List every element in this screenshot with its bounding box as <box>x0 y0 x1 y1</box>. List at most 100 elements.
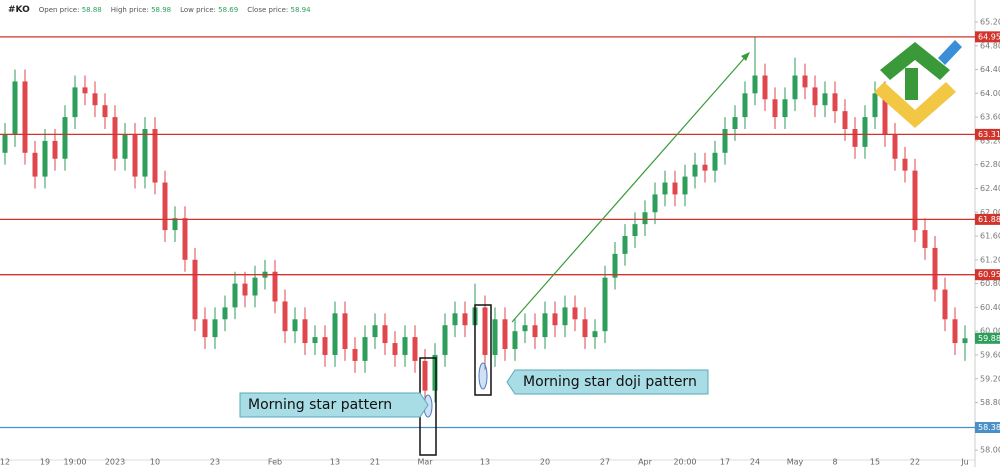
x-tick-label: 15 <box>870 458 880 467</box>
candle-body <box>912 170 918 231</box>
x-tick-label: 23 <box>210 458 220 467</box>
info-item: Close price: 58.94 <box>247 6 310 14</box>
candle-body <box>152 129 158 183</box>
candle-body <box>832 93 838 112</box>
candle-body <box>462 313 468 326</box>
pattern-frame <box>474 304 492 396</box>
x-tick-label: Mar <box>417 458 433 467</box>
y-tick-label: 62.80 <box>980 160 1000 169</box>
x-tick-label: 27 <box>600 458 610 467</box>
logo-green <box>905 68 918 100</box>
candle-body <box>92 93 98 106</box>
candle-body <box>222 307 228 320</box>
callout-box <box>239 392 429 418</box>
candle-body <box>402 337 408 355</box>
y-tick-label: 64.00 <box>980 89 1000 98</box>
candle-body <box>412 337 418 361</box>
candle-body <box>572 307 578 320</box>
x-tick-label: 8 <box>832 458 837 467</box>
candle-body <box>192 259 198 320</box>
y-tick-label: 59.60 <box>980 350 1000 359</box>
x-tick-label: 13 <box>330 458 340 467</box>
candle-body <box>442 325 448 355</box>
callout-text: Morning star pattern <box>248 397 392 413</box>
level-label: 61.88 <box>978 215 1000 224</box>
candle-body <box>612 253 618 278</box>
x-tick-label: 19 <box>40 458 50 467</box>
candle-body <box>962 338 968 344</box>
candle-body <box>212 319 218 338</box>
candle-body <box>712 152 718 171</box>
candle-body <box>202 319 208 338</box>
candle-body <box>952 319 958 344</box>
candle-body <box>922 230 928 248</box>
level-label: 63.31 <box>978 130 1000 139</box>
candle-body <box>882 93 888 135</box>
candle-body <box>842 111 848 130</box>
y-tick-label: 60.00 <box>980 327 1000 336</box>
info-label: High price: <box>110 6 149 14</box>
info-item: Open price: 58.88 <box>39 6 102 14</box>
logo-yellow <box>874 82 956 128</box>
y-tick-label: 62.00 <box>980 208 1000 217</box>
candle-body <box>82 87 88 94</box>
candle-body <box>452 313 458 326</box>
y-tick-label: 65.20 <box>980 17 1000 26</box>
candle-body <box>142 129 148 177</box>
candle-body <box>372 325 378 338</box>
y-tick-label: 59.20 <box>980 374 1000 383</box>
level-tag <box>975 128 1000 140</box>
x-tick-label: 2023 <box>105 458 125 467</box>
info-label: Low price: <box>180 6 216 14</box>
pattern-highlight <box>478 362 488 390</box>
candle-body <box>2 134 8 153</box>
candle-body <box>752 75 758 94</box>
candle-body <box>602 277 608 332</box>
candle-body <box>552 313 558 326</box>
candle-body <box>492 319 498 355</box>
level-tag <box>975 422 1000 434</box>
y-tick-label: 60.80 <box>980 279 1000 288</box>
candle-body <box>352 349 358 361</box>
logo-green <box>880 42 950 80</box>
x-tick-label: 13 <box>480 458 490 467</box>
candle-body <box>302 319 308 344</box>
level-tag <box>975 31 1000 43</box>
candle-body <box>52 140 58 159</box>
candle-body <box>102 105 108 118</box>
info-item: High price: 58.98 <box>111 6 171 14</box>
candle-body <box>592 331 598 338</box>
candle-body <box>722 129 728 153</box>
y-tick-label: 64.40 <box>980 65 1000 74</box>
callout-box <box>506 369 709 395</box>
level-tag <box>975 269 1000 281</box>
candle-body <box>942 289 948 320</box>
candle-body <box>312 337 318 344</box>
trend-arrow <box>511 53 749 323</box>
candle-body <box>292 319 298 332</box>
candle-body <box>742 93 748 118</box>
candle-body <box>652 194 658 213</box>
candle-body <box>282 301 288 332</box>
level-label: 64.95 <box>978 32 1000 41</box>
candle-body <box>772 99 778 118</box>
candle-body <box>662 182 668 195</box>
candle-body <box>422 360 428 391</box>
y-tick-label: 60.40 <box>980 303 1000 312</box>
candle-body <box>392 343 398 355</box>
candle-body <box>332 313 338 355</box>
candle-body <box>12 81 18 135</box>
x-tick-label: 22 <box>910 458 920 467</box>
candle-body <box>162 182 168 231</box>
candle-body <box>632 224 638 237</box>
x-tick-label: 24 <box>750 458 760 467</box>
level-label: 58.38 <box>978 423 1000 432</box>
y-tick-label: 61.20 <box>980 255 1000 264</box>
info-value: 58.88 <box>81 6 102 14</box>
y-tick-label: 58.80 <box>980 398 1000 407</box>
candle-body <box>242 283 248 296</box>
candle-body <box>782 99 788 118</box>
x-tick-label: 12 <box>0 458 10 467</box>
y-tick-label: 63.60 <box>980 113 1000 122</box>
x-tick-label: 20 <box>540 458 550 467</box>
